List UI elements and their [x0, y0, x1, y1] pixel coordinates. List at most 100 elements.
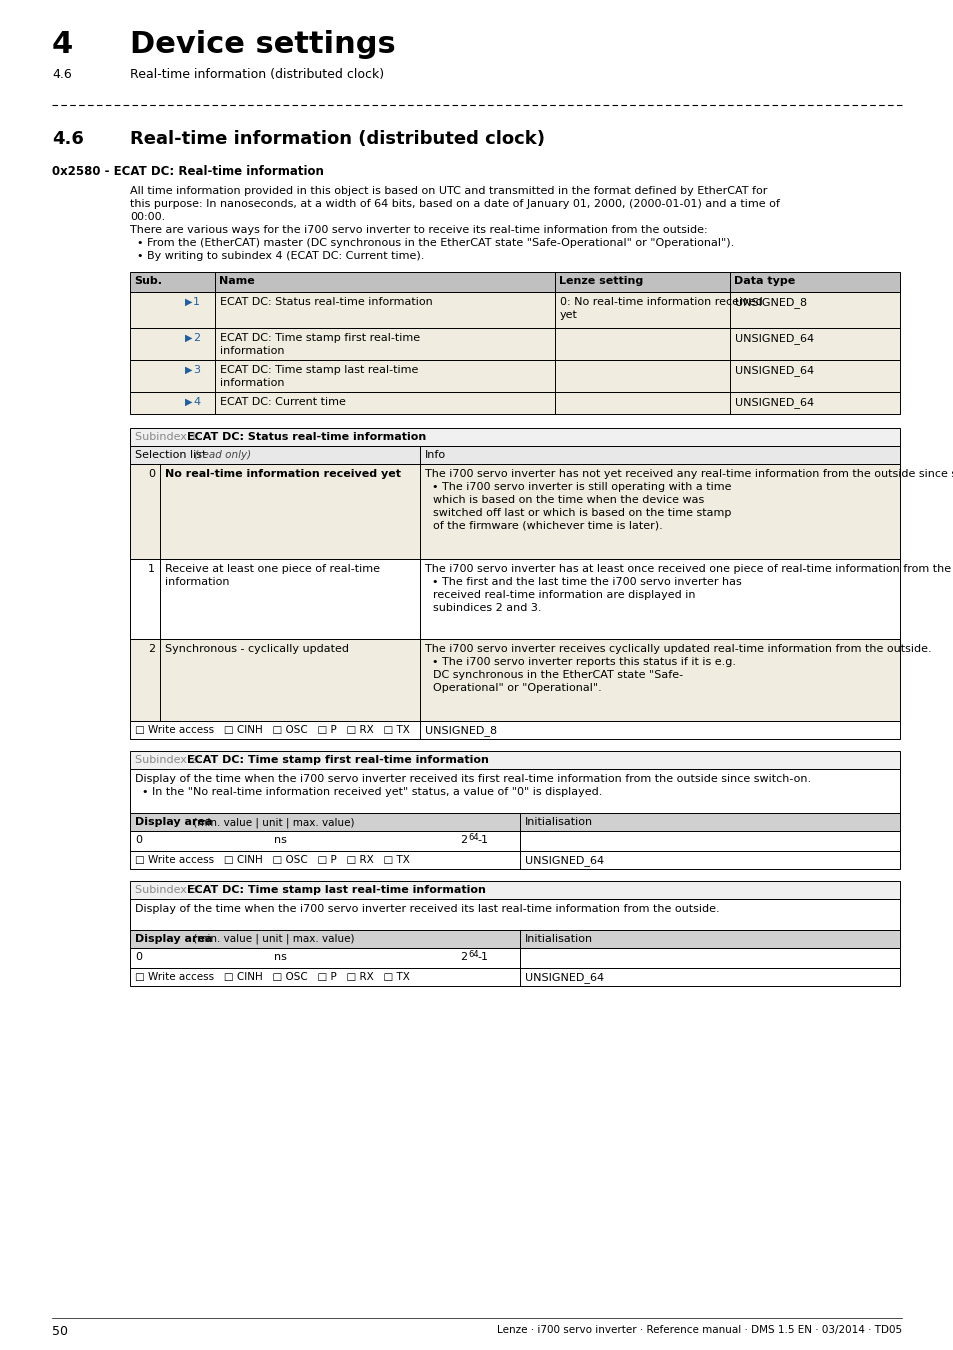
Text: □ Write access   □ CINH   □ OSC   □ P   □ RX   □ TX: □ Write access □ CINH □ OSC □ P □ RX □ T… [135, 972, 410, 981]
Text: Initialisation: Initialisation [524, 817, 593, 828]
Bar [130, 930, 899, 948]
Bar [130, 751, 899, 769]
Text: Display of the time when the i700 servo inverter received its first real-time in: Display of the time when the i700 servo … [135, 774, 810, 784]
Bar [130, 769, 899, 813]
Bar [130, 899, 899, 930]
Bar [130, 428, 899, 446]
Bar [130, 721, 899, 738]
Text: UNSIGNED_64: UNSIGNED_64 [524, 972, 603, 983]
Text: ▶: ▶ [185, 397, 193, 406]
Text: yet: yet [559, 310, 578, 320]
Text: There are various ways for the i700 servo inverter to receive its real-time info: There are various ways for the i700 serv… [130, 225, 707, 235]
Text: UNSIGNED_8: UNSIGNED_8 [424, 725, 497, 736]
Bar [130, 360, 899, 392]
Text: ECAT DC: Status real-time information: ECAT DC: Status real-time information [220, 297, 433, 306]
Text: 4: 4 [193, 397, 200, 406]
Text: 3: 3 [193, 364, 200, 375]
Bar [130, 948, 899, 968]
Text: 4.6: 4.6 [52, 68, 71, 81]
Bar [130, 559, 899, 639]
Text: ▶: ▶ [185, 333, 193, 343]
Text: ▶: ▶ [185, 297, 193, 306]
Text: ECAT DC: Time stamp first real-time: ECAT DC: Time stamp first real-time [220, 333, 419, 343]
Text: Display of the time when the i700 servo inverter received its last real-time inf: Display of the time when the i700 servo … [135, 904, 719, 914]
Text: ns: ns [274, 836, 286, 845]
Text: The i700 servo inverter has not yet received any real-time information from the : The i700 servo inverter has not yet rece… [424, 468, 953, 479]
Text: □ Write access   □ CINH   □ OSC   □ P   □ RX   □ TX: □ Write access □ CINH □ OSC □ P □ RX □ T… [135, 855, 410, 865]
Text: 2: 2 [459, 952, 467, 963]
Text: 64: 64 [468, 950, 478, 958]
Bar [130, 464, 899, 559]
Text: UNSIGNED_64: UNSIGNED_64 [734, 364, 813, 375]
Text: 64: 64 [468, 833, 478, 842]
Text: UNSIGNED_64: UNSIGNED_64 [734, 397, 813, 408]
Text: Display area: Display area [135, 934, 213, 944]
Text: ECAT DC: Time stamp last real-time: ECAT DC: Time stamp last real-time [220, 364, 418, 375]
Text: which is based on the time when the device was: which is based on the time when the devi… [433, 495, 703, 505]
Bar [130, 292, 899, 328]
Text: -1: -1 [476, 952, 488, 963]
Text: • The i700 servo inverter reports this status if it is e.g.: • The i700 servo inverter reports this s… [424, 657, 735, 667]
Text: ▶: ▶ [185, 364, 193, 375]
Text: -1: -1 [476, 836, 488, 845]
Text: UNSIGNED_64: UNSIGNED_64 [734, 333, 813, 344]
Text: • In the "No real-time information received yet" status, a value of "0" is displ: • In the "No real-time information recei… [135, 787, 601, 796]
Text: 2: 2 [459, 836, 467, 845]
Text: ECAT DC: Current time: ECAT DC: Current time [220, 397, 346, 406]
Text: UNSIGNED_8: UNSIGNED_8 [734, 297, 806, 308]
Text: Operational" or "Operational".: Operational" or "Operational". [433, 683, 601, 693]
Text: 2: 2 [148, 644, 154, 653]
Text: 0: 0 [148, 468, 154, 479]
Text: Display area: Display area [135, 817, 213, 828]
Bar [130, 392, 899, 414]
Bar [130, 850, 899, 869]
Text: 0x2580 - ECAT DC: Real-time information: 0x2580 - ECAT DC: Real-time information [52, 165, 323, 178]
Text: Name: Name [219, 275, 254, 286]
Bar [130, 813, 899, 832]
Text: ECAT DC: Time stamp last real-time information: ECAT DC: Time stamp last real-time infor… [187, 886, 485, 895]
Text: • By writing to subindex 4 (ECAT DC: Current time).: • By writing to subindex 4 (ECAT DC: Cur… [130, 251, 424, 261]
Text: information: information [165, 576, 230, 587]
Text: received real-time information are displayed in: received real-time information are displ… [433, 590, 695, 599]
Text: Subindex 2:: Subindex 2: [135, 755, 204, 765]
Bar [130, 882, 899, 899]
Bar [130, 832, 899, 850]
Text: The i700 servo inverter receives cyclically updated real-time information from t: The i700 servo inverter receives cyclica… [424, 644, 931, 653]
Text: • The i700 servo inverter is still operating with a time: • The i700 servo inverter is still opera… [424, 482, 731, 491]
Text: 4: 4 [52, 30, 73, 59]
Text: □ Write access   □ CINH   □ OSC   □ P   □ RX   □ TX: □ Write access □ CINH □ OSC □ P □ RX □ T… [135, 725, 410, 734]
Text: (min. value | unit | max. value): (min. value | unit | max. value) [190, 817, 355, 828]
Text: Info: Info [424, 450, 446, 460]
Text: this purpose: In nanoseconds, at a width of 64 bits, based on a date of January : this purpose: In nanoseconds, at a width… [130, 198, 779, 209]
Text: (read only): (read only) [191, 450, 251, 460]
Text: • From the (EtherCAT) master (DC synchronous in the EtherCAT state "Safe-Operati: • From the (EtherCAT) master (DC synchro… [130, 238, 734, 248]
Text: 4.6: 4.6 [52, 130, 84, 148]
Text: switched off last or which is based on the time stamp: switched off last or which is based on t… [433, 508, 731, 518]
Text: 2: 2 [193, 333, 200, 343]
Text: Sub.: Sub. [133, 275, 162, 286]
Text: information: information [220, 378, 284, 387]
Bar [130, 328, 899, 360]
Text: 0: 0 [135, 952, 142, 963]
Text: subindices 2 and 3.: subindices 2 and 3. [433, 603, 541, 613]
Text: Device settings: Device settings [130, 30, 395, 59]
Text: 0: 0 [135, 836, 142, 845]
Text: 50: 50 [52, 1324, 68, 1338]
Text: Subindex 1:: Subindex 1: [135, 432, 204, 441]
Text: Data type: Data type [733, 275, 795, 286]
Text: ECAT DC: Status real-time information: ECAT DC: Status real-time information [187, 432, 426, 441]
Text: information: information [220, 346, 284, 356]
Text: Lenze setting: Lenze setting [558, 275, 642, 286]
Text: Initialisation: Initialisation [524, 934, 593, 944]
Text: 0: No real-time information received: 0: No real-time information received [559, 297, 762, 306]
Text: 1: 1 [148, 564, 154, 574]
Bar [130, 968, 899, 986]
Text: Selection list: Selection list [135, 450, 206, 460]
Text: ECAT DC: Time stamp first real-time information: ECAT DC: Time stamp first real-time info… [187, 755, 488, 765]
Text: Receive at least one piece of real-time: Receive at least one piece of real-time [165, 564, 379, 574]
Text: No real-time information received yet: No real-time information received yet [165, 468, 400, 479]
Text: • The first and the last time the i700 servo inverter has: • The first and the last time the i700 s… [424, 576, 741, 587]
Bar [130, 639, 899, 721]
Bar [130, 446, 899, 464]
Text: All time information provided in this object is based on UTC and transmitted in : All time information provided in this ob… [130, 186, 766, 196]
